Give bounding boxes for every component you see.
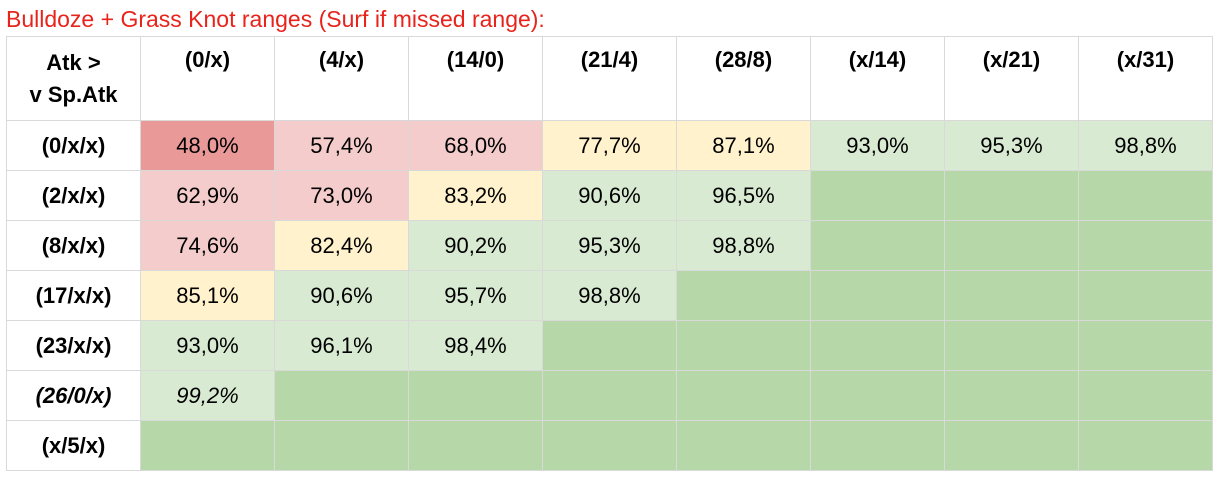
empty-cell[interactable] xyxy=(944,220,1079,271)
column-header[interactable]: (0/x) xyxy=(140,36,275,121)
percent-cell[interactable]: 98,8% xyxy=(1078,120,1213,171)
column-header[interactable]: (x/31) xyxy=(1078,36,1213,121)
corner-label-atk: Atk > xyxy=(46,50,101,75)
empty-cell[interactable] xyxy=(944,320,1079,371)
column-header[interactable]: (28/8) xyxy=(676,36,811,121)
empty-cell[interactable] xyxy=(408,420,543,471)
row-header[interactable]: (0/x/x) xyxy=(6,120,141,171)
empty-cell[interactable] xyxy=(1078,420,1213,471)
percent-cell[interactable]: 95,3% xyxy=(944,120,1079,171)
empty-cell[interactable] xyxy=(810,320,945,371)
empty-cell[interactable] xyxy=(810,370,945,421)
empty-cell[interactable] xyxy=(1078,220,1213,271)
table-row: (2/x/x) 62,9% 73,0% 83,2% 90,6% 96,5% xyxy=(6,170,1213,221)
percent-cell[interactable]: 90,2% xyxy=(408,220,543,271)
empty-cell[interactable] xyxy=(274,420,409,471)
column-header[interactable]: (4/x) xyxy=(274,36,409,121)
column-header[interactable]: (x/21) xyxy=(944,36,1079,121)
empty-cell[interactable] xyxy=(542,370,677,421)
percent-cell[interactable]: 87,1% xyxy=(676,120,811,171)
percent-cell[interactable]: 68,0% xyxy=(408,120,543,171)
empty-cell[interactable] xyxy=(810,220,945,271)
percent-cell[interactable]: 74,6% xyxy=(140,220,275,271)
table-row: (17/x/x) 85,1% 90,6% 95,7% 98,8% xyxy=(6,270,1213,321)
header-row: Atk > v Sp.Atk (0/x) (4/x) (14/0) (21/4) (28… xyxy=(6,36,1213,121)
percent-cell[interactable]: 82,4% xyxy=(274,220,409,271)
table-row: (x/5/x) xyxy=(6,420,1213,471)
column-header[interactable]: (x/14) xyxy=(810,36,945,121)
row-header[interactable]: (8/x/x) xyxy=(6,220,141,271)
percent-cell[interactable]: 99,2% xyxy=(140,370,275,421)
row-header[interactable]: (17/x/x) xyxy=(6,270,141,321)
table-row: (26/0/x) 99,2% xyxy=(6,370,1213,421)
corner-label-spatk: v Sp.Atk xyxy=(29,82,118,107)
table-row: (23/x/x) 93,0% 96,1% 98,4% xyxy=(6,320,1213,371)
empty-cell[interactable] xyxy=(542,320,677,371)
row-header[interactable]: (2/x/x) xyxy=(6,170,141,221)
percent-cell[interactable]: 98,8% xyxy=(676,220,811,271)
empty-cell[interactable] xyxy=(944,270,1079,321)
percent-cell[interactable]: 48,0% xyxy=(140,120,275,171)
percent-cell[interactable]: 83,2% xyxy=(408,170,543,221)
percent-cell[interactable]: 95,3% xyxy=(542,220,677,271)
sheet-title: Bulldoze + Grass Knot ranges (Surf if mi… xyxy=(6,6,545,32)
range-table: Atk > v Sp.Atk (0/x) (4/x) (14/0) (21/4) (28… xyxy=(6,36,1213,471)
empty-cell[interactable] xyxy=(1078,170,1213,221)
percent-cell[interactable]: 62,9% xyxy=(140,170,275,221)
empty-cell[interactable] xyxy=(944,370,1079,421)
percent-cell[interactable]: 85,1% xyxy=(140,270,275,321)
empty-cell[interactable] xyxy=(274,370,409,421)
empty-cell[interactable] xyxy=(944,170,1079,221)
empty-cell[interactable] xyxy=(676,420,811,471)
empty-cell[interactable] xyxy=(810,420,945,471)
empty-cell[interactable] xyxy=(676,320,811,371)
percent-cell[interactable]: 95,7% xyxy=(408,270,543,321)
empty-cell[interactable] xyxy=(810,170,945,221)
percent-cell[interactable]: 93,0% xyxy=(810,120,945,171)
empty-cell[interactable] xyxy=(542,420,677,471)
row-header[interactable]: (x/5/x) xyxy=(6,420,141,471)
percent-cell[interactable]: 73,0% xyxy=(274,170,409,221)
percent-cell[interactable]: 93,0% xyxy=(140,320,275,371)
percent-cell[interactable]: 98,8% xyxy=(542,270,677,321)
column-header[interactable]: (14/0) xyxy=(408,36,543,121)
empty-cell[interactable] xyxy=(1078,370,1213,421)
empty-cell[interactable] xyxy=(676,270,811,321)
column-header[interactable]: (21/4) xyxy=(542,36,677,121)
row-header[interactable]: (26/0/x) xyxy=(6,370,141,421)
corner-header[interactable]: Atk > v Sp.Atk xyxy=(6,36,141,121)
percent-cell[interactable]: 77,7% xyxy=(542,120,677,171)
empty-cell[interactable] xyxy=(408,370,543,421)
table-row: (8/x/x) 74,6% 82,4% 90,2% 95,3% 98,8% xyxy=(6,220,1213,271)
empty-cell[interactable] xyxy=(1078,270,1213,321)
empty-cell[interactable] xyxy=(810,270,945,321)
empty-cell[interactable] xyxy=(140,420,275,471)
percent-cell[interactable]: 90,6% xyxy=(542,170,677,221)
percent-cell[interactable]: 96,5% xyxy=(676,170,811,221)
percent-cell[interactable]: 96,1% xyxy=(274,320,409,371)
percent-cell[interactable]: 98,4% xyxy=(408,320,543,371)
empty-cell[interactable] xyxy=(1078,320,1213,371)
percent-cell[interactable]: 57,4% xyxy=(274,120,409,171)
table-row: (0/x/x) 48,0% 57,4% 68,0% 77,7% 87,1% 93,0% 95,… xyxy=(6,120,1213,171)
percent-cell[interactable]: 90,6% xyxy=(274,270,409,321)
empty-cell[interactable] xyxy=(676,370,811,421)
row-header[interactable]: (23/x/x) xyxy=(6,320,141,371)
empty-cell[interactable] xyxy=(944,420,1079,471)
